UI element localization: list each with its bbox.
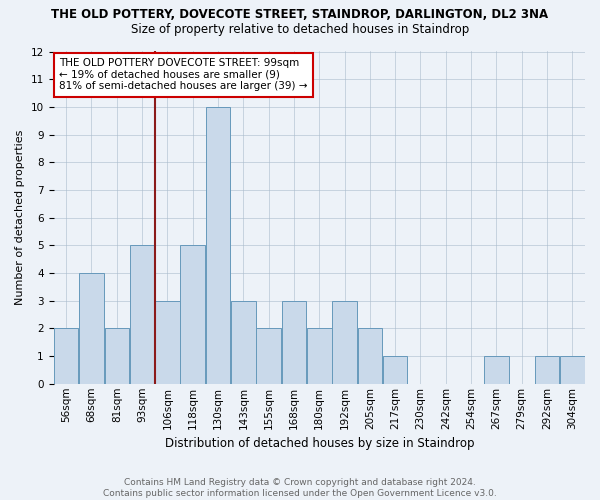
Bar	[281, 300, 306, 384]
Bar	[484, 356, 509, 384]
Bar	[181, 246, 205, 384]
Bar	[332, 300, 357, 384]
Y-axis label: Number of detached properties: Number of detached properties	[15, 130, 25, 306]
Text: THE OLD POTTERY DOVECOTE STREET: 99sqm
← 19% of detached houses are smaller (9)
: THE OLD POTTERY DOVECOTE STREET: 99sqm ←…	[59, 58, 307, 92]
Bar	[130, 246, 154, 384]
Bar	[383, 356, 407, 384]
Text: Size of property relative to detached houses in Staindrop: Size of property relative to detached ho…	[131, 22, 469, 36]
Bar	[535, 356, 559, 384]
X-axis label: Distribution of detached houses by size in Staindrop: Distribution of detached houses by size …	[164, 437, 474, 450]
Text: THE OLD POTTERY, DOVECOTE STREET, STAINDROP, DARLINGTON, DL2 3NA: THE OLD POTTERY, DOVECOTE STREET, STAIND…	[52, 8, 548, 20]
Bar	[256, 328, 281, 384]
Bar	[54, 328, 79, 384]
Bar	[358, 328, 382, 384]
Bar	[79, 273, 104, 384]
Bar	[560, 356, 584, 384]
Bar	[231, 300, 256, 384]
Text: Contains HM Land Registry data © Crown copyright and database right 2024.
Contai: Contains HM Land Registry data © Crown c…	[103, 478, 497, 498]
Bar	[206, 107, 230, 384]
Bar	[155, 300, 179, 384]
Bar	[104, 328, 129, 384]
Bar	[307, 328, 332, 384]
